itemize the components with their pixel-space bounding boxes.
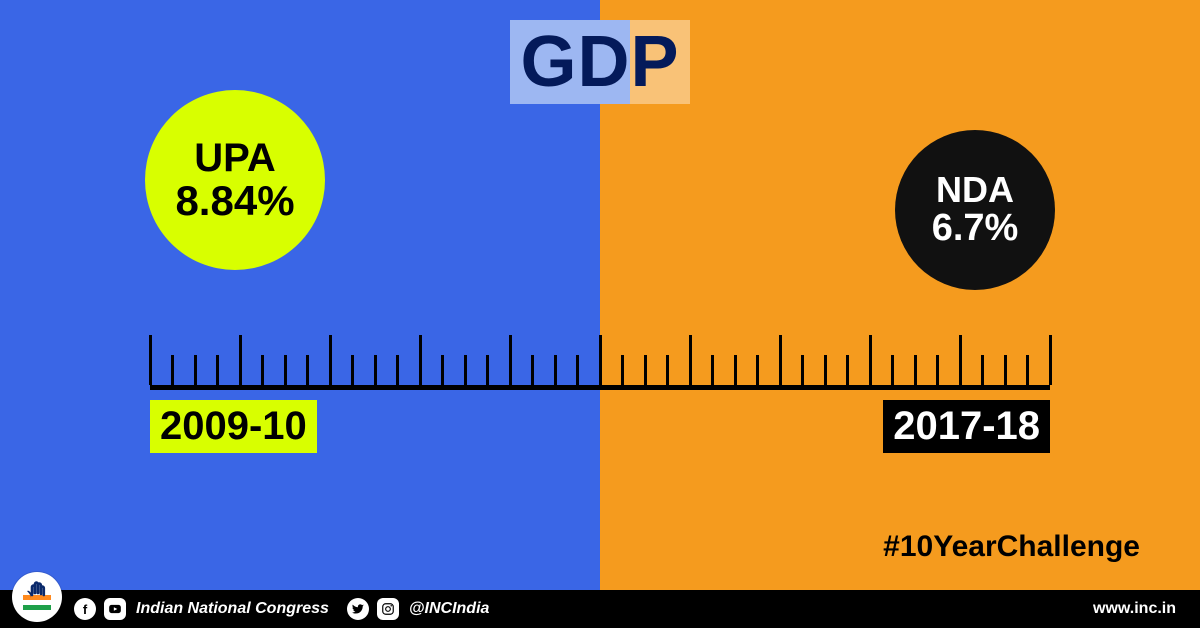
ruler-tick bbox=[396, 355, 399, 385]
ruler-tick bbox=[734, 355, 737, 385]
ruler-tick bbox=[869, 335, 872, 385]
ruler-tick bbox=[1004, 355, 1007, 385]
ruler-tick bbox=[644, 355, 647, 385]
ruler-tick bbox=[239, 335, 242, 385]
ruler-tick bbox=[689, 335, 692, 385]
facebook-icon: f bbox=[74, 598, 96, 620]
ruler-tick bbox=[351, 355, 354, 385]
upa-stat-circle: UPA 8.84% bbox=[145, 90, 325, 270]
ruler-tick bbox=[261, 355, 264, 385]
ruler-tick bbox=[936, 355, 939, 385]
ruler-tick bbox=[846, 355, 849, 385]
ruler-tick bbox=[891, 355, 894, 385]
ruler-tick bbox=[756, 355, 759, 385]
ruler-tick bbox=[666, 355, 669, 385]
ruler-tick bbox=[464, 355, 467, 385]
ruler-tick bbox=[959, 335, 962, 385]
title-wrap: GDP bbox=[0, 20, 1200, 104]
ruler-tick bbox=[531, 355, 534, 385]
ruler-tick bbox=[171, 355, 174, 385]
hand-icon bbox=[19, 579, 55, 615]
nda-label: NDA bbox=[936, 171, 1014, 209]
ruler-tick bbox=[284, 355, 287, 385]
infographic-canvas: GDP UPA 8.84% NDA 6.7% 2009-10 2017-18 #… bbox=[0, 0, 1200, 628]
ruler-tick bbox=[599, 335, 602, 385]
ruler-tick bbox=[509, 335, 512, 385]
party-logo bbox=[12, 572, 62, 622]
year-left-label: 2009-10 bbox=[150, 400, 317, 453]
title-left-half: GD bbox=[510, 20, 630, 104]
ruler-tick bbox=[711, 355, 714, 385]
nda-value: 6.7% bbox=[932, 209, 1019, 249]
youtube-icon bbox=[104, 598, 126, 620]
footer-bar: f Indian National Congress @INCIndia www… bbox=[0, 590, 1200, 628]
ruler-tick bbox=[779, 335, 782, 385]
title-right-half: P bbox=[630, 20, 689, 104]
upa-value: 8.84% bbox=[175, 179, 294, 223]
ruler-tick bbox=[419, 335, 422, 385]
ruler-tick bbox=[1049, 335, 1052, 385]
ruler-tick bbox=[216, 355, 219, 385]
timeline-ruler bbox=[150, 320, 1050, 390]
year-right-label: 2017-18 bbox=[883, 400, 1050, 453]
footer-handle: @INCIndia bbox=[409, 600, 490, 618]
ruler-baseline bbox=[150, 385, 1050, 390]
ruler-tick bbox=[486, 355, 489, 385]
ruler-tick bbox=[1026, 355, 1029, 385]
ruler-tick bbox=[824, 355, 827, 385]
footer-org: Indian National Congress bbox=[136, 600, 329, 618]
twitter-icon bbox=[347, 598, 369, 620]
ruler-tick bbox=[981, 355, 984, 385]
ruler-tick bbox=[194, 355, 197, 385]
ruler-tick bbox=[914, 355, 917, 385]
ruler-tick bbox=[149, 335, 152, 385]
ruler-tick bbox=[621, 355, 624, 385]
footer-url: www.inc.in bbox=[1093, 600, 1176, 618]
ruler-tick bbox=[576, 355, 579, 385]
page-title: GDP bbox=[504, 20, 695, 104]
ruler-tick bbox=[329, 335, 332, 385]
ruler-tick bbox=[441, 355, 444, 385]
hashtag-text: #10YearChallenge bbox=[883, 530, 1140, 564]
ruler-tick bbox=[801, 355, 804, 385]
ruler-tick bbox=[554, 355, 557, 385]
ruler-tick bbox=[306, 355, 309, 385]
ruler-tick bbox=[374, 355, 377, 385]
upa-label: UPA bbox=[194, 137, 275, 179]
nda-stat-circle: NDA 6.7% bbox=[895, 130, 1055, 290]
instagram-icon bbox=[377, 598, 399, 620]
